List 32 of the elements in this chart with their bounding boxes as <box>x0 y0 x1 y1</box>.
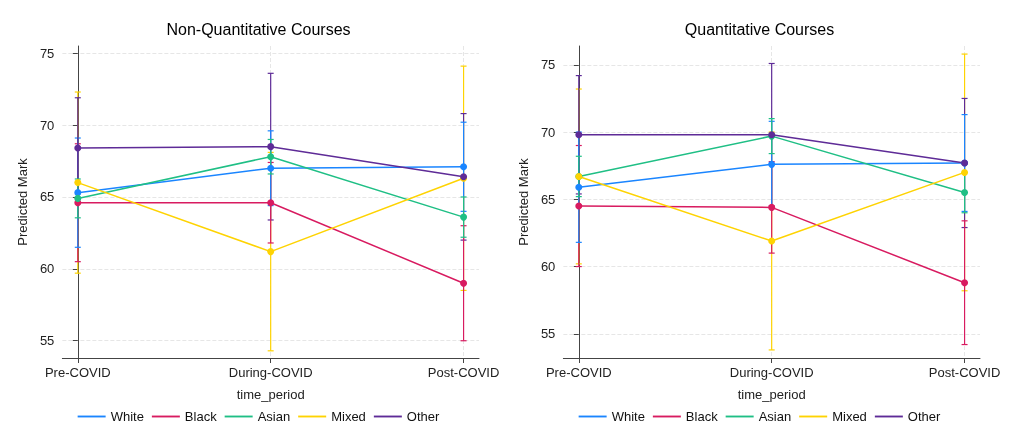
y-tick-label: 55 <box>540 326 556 342</box>
y-tick-label: 65 <box>39 189 55 205</box>
y-axis-title: Predicted Mark <box>15 157 30 246</box>
legend-label: Black <box>184 409 218 424</box>
legend-label: Mixed <box>832 409 867 424</box>
y-axis-title: Predicted Mark <box>516 157 531 246</box>
legend-label: White <box>611 409 645 424</box>
y-tick-label: 75 <box>540 57 556 73</box>
chart-title: Quantitative Courses <box>684 20 835 38</box>
legend-label: Asian <box>257 409 291 424</box>
x-tick-label: Post-COVID <box>427 365 500 380</box>
x-axis-title: time_period <box>737 387 806 402</box>
y-tick-label: 75 <box>39 45 55 61</box>
x-tick-label: Post-COVID <box>928 365 1001 380</box>
y-tick-label: 60 <box>540 259 556 275</box>
legend-label: Other <box>907 409 942 424</box>
x-tick-label: During-COVID <box>228 365 313 380</box>
legend-label: Mixed <box>331 409 366 424</box>
y-tick-label: 70 <box>39 117 55 133</box>
legend-label: Asian <box>758 409 792 424</box>
legend-label: White <box>110 409 144 424</box>
y-tick-label: 60 <box>39 261 55 277</box>
legend-label: Other <box>406 409 441 424</box>
x-tick-label: Pre-COVID <box>44 365 111 380</box>
x-tick-label: Pre-COVID <box>545 365 612 380</box>
chart-title: Non-Quantitative Courses <box>166 20 351 38</box>
x-axis-title: time_period <box>236 387 305 402</box>
y-tick-label: 70 <box>540 124 556 140</box>
legend-label: Black <box>685 409 719 424</box>
y-tick-label: 55 <box>39 333 55 349</box>
y-tick-label: 65 <box>540 191 556 207</box>
x-tick-label: During-COVID <box>729 365 814 380</box>
